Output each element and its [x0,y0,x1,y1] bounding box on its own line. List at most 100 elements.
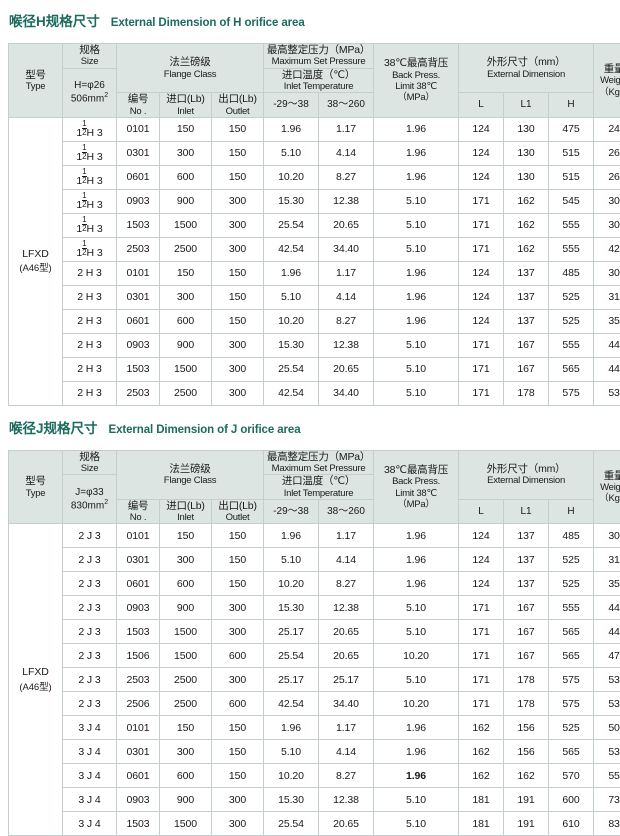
header-row-1: 型号 Type 规格 Size 法兰磅级 Flange Class 最高整定压力… [9,450,620,475]
title-table-spacer [0,30,620,43]
cell-pressure-low-temp: 5.10 [264,740,319,764]
cell-no: 0601 [117,165,160,189]
cell-dim-h: 575 [549,692,594,716]
header-dim-h: H [549,93,594,118]
header-external-dimension: 外形尺寸（mm） External Dimension [459,44,594,93]
cell-outlet: 300 [212,189,264,213]
header-dim-h: H [549,499,594,524]
cell-pressure-low-temp: 42.54 [264,692,319,716]
cell-outlet: 150 [212,572,264,596]
cell-outlet: 150 [212,716,264,740]
header-inlet-temperature: 进口温度（℃） Inlet Temperature [264,68,374,93]
cell-size: 3 J 4 [63,764,117,788]
cell-weight: 53 [594,381,620,405]
cell-dim-l1: 191 [504,788,549,812]
cell-weight: 30 [594,189,620,213]
header-temp-en: Inlet Temperature [264,488,373,499]
cell-size: 2 H 3 [63,381,117,405]
cell-dim-l: 171 [459,237,504,261]
cell-weight: 30 [594,213,620,237]
cell-dim-h: 525 [549,548,594,572]
cell-no: 1503 [117,812,160,836]
cell-inlet: 150 [160,524,212,548]
cell-inlet: 1500 [160,644,212,668]
cell-dim-l: 171 [459,668,504,692]
cell-back-pressure: 5.10 [374,357,459,381]
header-size-cn: 规格 [63,451,116,463]
cell-weight: 44 [594,596,620,620]
cell-outlet: 300 [212,213,264,237]
section-title-en: External Dimension of J orifice area [109,424,301,436]
cell-back-pressure: 1.96 [374,141,459,165]
cell-inlet: 300 [160,740,212,764]
cell-inlet: 900 [160,189,212,213]
cell-weight: 26 [594,165,620,189]
cell-size: 2 J 3 [63,572,117,596]
header-inlet-cn: 进口(Lb) [160,93,211,105]
cell-dim-h: 575 [549,381,594,405]
cell-back-pressure: 5.10 [374,237,459,261]
cell-outlet: 150 [212,524,264,548]
header-temp-range-2-label: 38～260 [319,99,373,111]
cell-pressure-low-temp: 25.54 [264,213,319,237]
cell-outlet: 150 [212,117,264,141]
cell-no: 1503 [117,213,160,237]
cell-weight: 44 [594,333,620,357]
header-outlet-en: Outlet [212,512,263,523]
header-dim-l1-label: L1 [504,506,548,518]
cell-outlet: 150 [212,165,264,189]
cell-weight: 26 [594,141,620,165]
header-dim-l-label: L [459,506,503,518]
cell-inlet: 2500 [160,237,212,261]
header-backpress-en1: Back Press. [374,476,458,487]
cell-weight: 24 [594,117,620,141]
header-external-dimension: 外形尺寸（mm） External Dimension [459,450,594,499]
cell-weight: 47 [594,644,620,668]
cell-dim-l: 124 [459,309,504,333]
cell-size: 3 J 4 [63,716,117,740]
cell-dim-l1: 167 [504,333,549,357]
cell-inlet: 600 [160,309,212,333]
cell-size: 2 H 3 [63,333,117,357]
cell-dim-l: 171 [459,596,504,620]
cell-no: 1506 [117,644,160,668]
cell-dim-h: 610 [549,812,594,836]
cell-outlet: 300 [212,357,264,381]
cell-no: 2503 [117,668,160,692]
header-max-set-pressure: 最高整定压力（MPa） Maximum Set Pressure [264,44,374,69]
cell-dim-l1: 178 [504,381,549,405]
header-backpress-en2: Limit 38℃ [374,81,458,92]
cell-inlet: 600 [160,764,212,788]
cell-type: LFXD(A46型) [9,524,63,836]
cell-outlet: 150 [212,309,264,333]
cell-weight: 44 [594,357,620,381]
cell-dim-l: 124 [459,548,504,572]
cell-size: 2 H 3 [63,309,117,333]
cell-dim-l1: 130 [504,117,549,141]
header-pressure-en: Maximum Set Pressure [264,463,373,474]
header-pressure-cn: 最高整定压力（MPa） [264,451,373,463]
cell-no: 0903 [117,788,160,812]
header-type: 型号 Type [9,450,63,524]
cell-pressure-low-temp: 15.30 [264,189,319,213]
header-backpress-cn: 38℃最高背压 [374,57,458,69]
cell-no: 1503 [117,620,160,644]
cell-pressure-low-temp: 25.54 [264,812,319,836]
header-size-value-1: H=φ26 [63,80,116,92]
header-ext-cn: 外形尺寸（mm） [459,56,593,68]
cell-weight: 31 [594,285,620,309]
cell-no: 0601 [117,764,160,788]
